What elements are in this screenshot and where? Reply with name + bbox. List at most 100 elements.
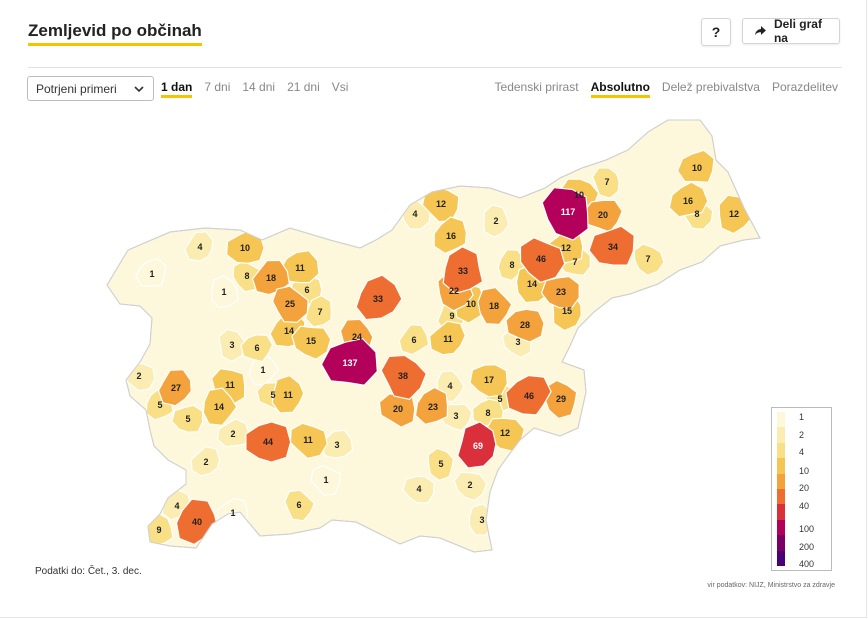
municipality-value-label: 22 <box>449 286 459 296</box>
municipality-region[interactable] <box>216 418 250 448</box>
municipality-region[interactable] <box>505 308 545 343</box>
municipality-value-label: 33 <box>373 294 383 304</box>
metric-select[interactable]: Potrjeni primeri <box>27 76 154 101</box>
municipality-value-label: 4 <box>197 242 202 252</box>
municipality-value-label: 3 <box>479 515 484 525</box>
municipality-region[interactable] <box>271 285 309 323</box>
municipality-value-label: 5 <box>497 394 502 404</box>
municipality-region[interactable] <box>428 320 466 356</box>
legend-label: 100 <box>799 524 815 534</box>
municipality-region[interactable] <box>505 374 552 416</box>
municipality-region[interactable] <box>469 363 508 398</box>
share-button[interactable]: Deli graf na <box>742 17 840 45</box>
municipality-value-label: 1 <box>221 287 226 297</box>
municipality-region[interactable] <box>251 259 291 296</box>
municipality-value-label: 27 <box>171 383 181 393</box>
municipality-region[interactable] <box>380 354 428 400</box>
period-tab-3[interactable]: 21 dni <box>287 80 320 94</box>
municipality-value-label: 3 <box>515 337 520 347</box>
municipality-region[interactable] <box>190 445 221 477</box>
period-tabs: 1 dan 7 dni 14 dni 21 dni Vsi <box>161 80 348 98</box>
municipality-region[interactable] <box>289 422 328 460</box>
municipality-value-label: 46 <box>536 254 546 264</box>
share-button-label: Deli graf na <box>773 17 822 45</box>
country-border <box>106 119 761 553</box>
municipality-region[interactable] <box>676 149 715 183</box>
municipality-region[interactable] <box>210 275 239 309</box>
municipality-value-label: 10 <box>466 299 476 309</box>
municipality-value-label: 69 <box>473 441 483 451</box>
municipality-value-label: 4 <box>416 484 421 494</box>
municipality-value-label: 3 <box>229 340 234 350</box>
municipality-region[interactable] <box>541 187 589 241</box>
help-button[interactable]: ? <box>701 18 731 46</box>
municipality-region[interactable] <box>483 204 510 238</box>
municipality-region[interactable] <box>588 225 635 266</box>
mode-tab-0[interactable]: Tedenski prirast <box>494 80 579 94</box>
municipality-value-label: 11 <box>295 263 305 273</box>
municipality-region[interactable] <box>271 374 305 414</box>
municipality-region[interactable] <box>171 404 204 433</box>
legend-swatch <box>777 473 785 489</box>
municipality-region[interactable] <box>157 369 192 407</box>
municipality-region[interactable] <box>453 471 488 502</box>
municipality-value-label: 1 <box>260 365 265 375</box>
period-tab-0[interactable]: 1 dan <box>161 80 193 98</box>
mode-tab-3[interactable]: Porazdelitev <box>771 80 838 94</box>
municipality-region[interactable] <box>668 181 709 218</box>
municipality-region[interactable] <box>457 421 497 469</box>
municipality-value-label: 11 <box>303 435 313 445</box>
municipality-region[interactable] <box>477 286 513 326</box>
municipality-value-label: 15 <box>562 306 572 316</box>
municipality-region[interactable] <box>427 447 455 482</box>
municipality-region[interactable] <box>245 421 292 463</box>
municipality-region[interactable] <box>633 243 665 276</box>
mode-tab-2[interactable]: Delež prebivalstva <box>661 80 760 94</box>
municipality-region[interactable] <box>305 294 332 328</box>
legend-swatch <box>777 535 785 551</box>
period-tab-1[interactable]: 7 dni <box>204 80 231 94</box>
legend-label: 4 <box>799 447 805 457</box>
municipality-value-label: 24 <box>352 332 362 342</box>
municipality-region[interactable] <box>279 250 320 284</box>
municipality-region[interactable] <box>519 237 566 284</box>
municipality-value-label: 2 <box>230 429 235 439</box>
municipality-value-label: 3 <box>334 440 339 450</box>
municipality-region[interactable] <box>582 199 623 233</box>
municipality-region[interactable] <box>414 386 449 425</box>
municipality-value-label: 2 <box>493 216 498 226</box>
municipality-value-label: 8 <box>485 408 490 418</box>
mode-tab-1[interactable]: Absolutno <box>590 80 650 98</box>
municipality-region[interactable] <box>310 465 342 496</box>
municipality-value-label: 9 <box>449 311 454 321</box>
municipality-region[interactable] <box>591 167 620 199</box>
municipality-region[interactable] <box>433 216 468 255</box>
period-tab-4[interactable]: Vsi <box>331 80 349 94</box>
municipality-value-label: 5 <box>157 400 162 410</box>
municipality-region[interactable] <box>291 325 332 360</box>
municipality-value-label: 38 <box>398 371 408 381</box>
municipality-region[interactable] <box>202 387 238 426</box>
municipality-region[interactable] <box>398 324 430 356</box>
municipality-region[interactable] <box>135 258 167 287</box>
municipality-value-label: 5 <box>438 459 443 469</box>
municipality-value-label: 6 <box>411 335 416 345</box>
municipality-region[interactable] <box>284 489 316 522</box>
period-tab-2[interactable]: 14 dni <box>242 80 276 94</box>
municipality-region[interactable] <box>355 274 403 321</box>
municipality-region[interactable] <box>540 275 580 309</box>
municipality-region[interactable] <box>248 353 280 386</box>
municipality-value-label: 10 <box>240 243 250 253</box>
legend-swatch <box>777 488 785 505</box>
municipality-region[interactable] <box>240 334 274 363</box>
municipality-region[interactable] <box>320 337 378 386</box>
municipality-region[interactable] <box>184 231 214 262</box>
municipality-region[interactable] <box>402 475 435 504</box>
municipality-value-label: 12 <box>436 199 446 209</box>
municipality-value-label: 7 <box>572 257 577 267</box>
municipality-region[interactable] <box>442 246 484 295</box>
municipality-value-label: 11 <box>283 390 293 400</box>
municipality-value-label: 12 <box>729 209 739 219</box>
municipality-value-label: 9 <box>156 525 161 535</box>
